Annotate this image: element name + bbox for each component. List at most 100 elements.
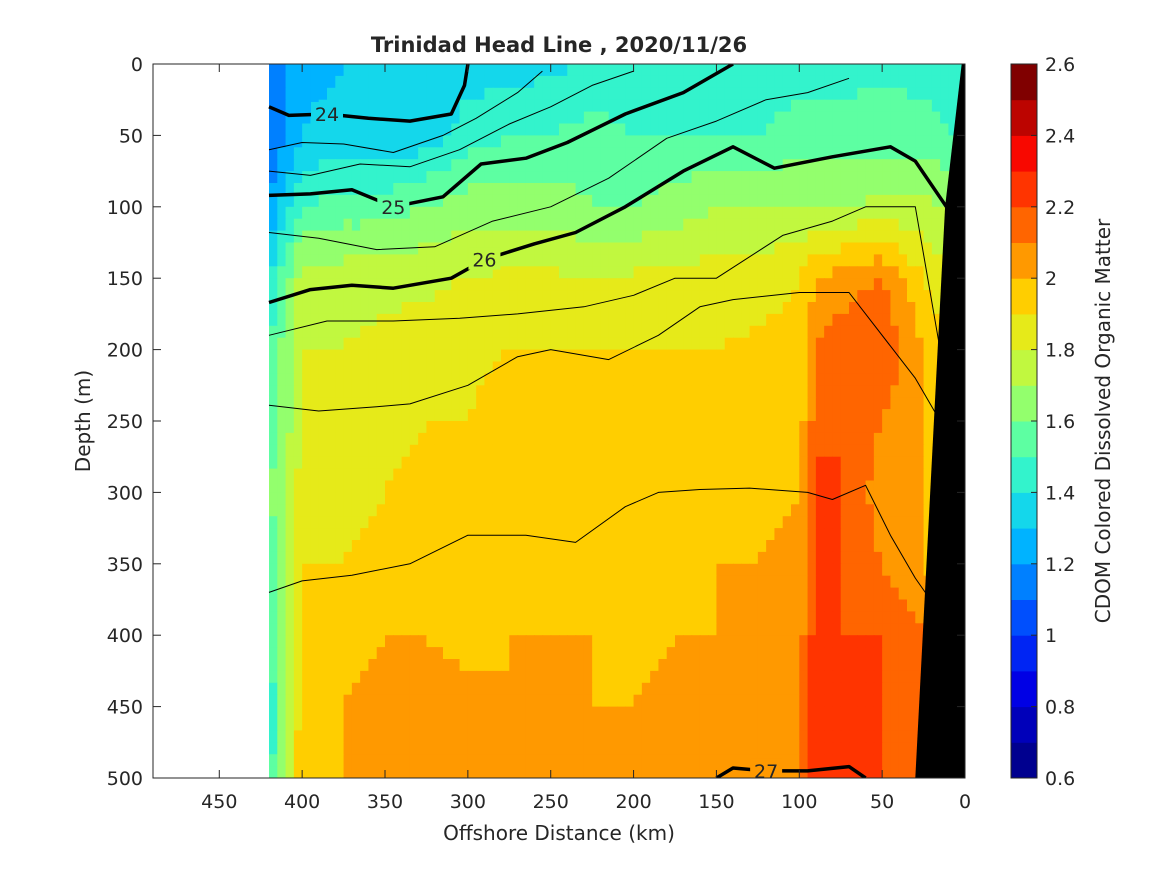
- cdom-cell: [501, 385, 510, 398]
- cdom-cell: [741, 682, 751, 696]
- cdom-cell: [501, 480, 510, 493]
- cdom-cell: [617, 230, 626, 244]
- cdom-cell: [327, 480, 336, 493]
- cdom-cell: [327, 742, 336, 755]
- cdom-cell: [343, 599, 353, 612]
- cdom-cell: [575, 742, 585, 755]
- cdom-cell: [824, 528, 834, 541]
- cdom-cell: [559, 444, 568, 458]
- cdom-cell: [385, 670, 394, 684]
- cdom-cell: [434, 171, 444, 184]
- cdom-cell: [451, 373, 461, 386]
- cdom-cell: [277, 194, 287, 208]
- cdom-cell: [675, 337, 684, 351]
- cdom-cell: [882, 575, 892, 589]
- cdom-cell: [343, 373, 353, 386]
- cdom-cell: [534, 290, 544, 303]
- cdom-cell: [683, 599, 693, 612]
- cdom-cell: [376, 313, 386, 327]
- cdom-cell: [467, 516, 477, 529]
- cdom-cell: [757, 230, 767, 244]
- cdom-cell: [302, 135, 312, 148]
- cdom-cell: [882, 254, 892, 267]
- cdom-cell: [617, 432, 626, 446]
- cdom-cell: [385, 302, 394, 315]
- cdom-cell: [351, 504, 361, 517]
- cdom-cell: [550, 528, 560, 541]
- cdom-cell: [641, 206, 651, 220]
- cdom-cell: [476, 290, 486, 303]
- cdom-cell: [625, 504, 635, 517]
- cdom-cell: [426, 409, 436, 422]
- cdom-cell: [459, 135, 469, 148]
- cdom-cell: [791, 230, 800, 244]
- cdom-cell: [882, 87, 892, 101]
- cdom-cell: [898, 302, 908, 315]
- cdom-cell: [724, 730, 734, 743]
- cdom-cell: [873, 694, 883, 708]
- cdom-cell: [567, 742, 577, 755]
- cdom-cell: [907, 290, 916, 303]
- cdom-cell: [882, 111, 892, 125]
- cdom-cell: [757, 718, 767, 731]
- cdom-cell: [517, 123, 527, 136]
- cdom-cell: [633, 444, 643, 458]
- cdom-cell: [293, 194, 303, 208]
- cdom-cell: [691, 444, 701, 458]
- cdom-cell: [277, 730, 287, 743]
- cdom-cell: [592, 230, 602, 244]
- cdom-cell: [467, 337, 477, 351]
- cdom-cell: [708, 421, 718, 434]
- cdom-cell: [915, 373, 925, 386]
- cdom-cell: [832, 647, 842, 660]
- cdom-cell: [948, 75, 958, 89]
- cdom-cell: [269, 254, 278, 267]
- cdom-cell: [583, 575, 593, 589]
- cdom-cell: [699, 575, 709, 589]
- cdom-cell: [782, 171, 792, 184]
- cdom-cell: [699, 480, 709, 493]
- cdom-cell: [269, 218, 278, 232]
- cdom-cell: [534, 528, 544, 541]
- cdom-cell: [774, 659, 784, 672]
- cdom-cell: [749, 599, 759, 612]
- cdom-cell: [849, 123, 858, 136]
- cdom-cell: [360, 551, 370, 565]
- cdom-cell: [882, 147, 892, 160]
- cdom-cell: [501, 623, 510, 636]
- cdom-cell: [708, 313, 718, 327]
- cdom-cell: [434, 456, 444, 470]
- cdom-cell: [426, 171, 436, 184]
- cdom-cell: [691, 742, 701, 755]
- cdom-cell: [426, 551, 436, 565]
- cdom-cell: [799, 575, 809, 589]
- cdom-cell: [600, 218, 610, 232]
- cdom-cell: [840, 432, 850, 446]
- cdom-cell: [658, 432, 668, 446]
- cdom-cell: [716, 456, 726, 470]
- cdom-cell: [476, 147, 486, 160]
- cdom-cell: [799, 325, 809, 339]
- cdom-cell: [368, 337, 378, 351]
- cdom-cell: [741, 599, 751, 612]
- cdom-cell: [633, 682, 643, 696]
- cdom-cell: [443, 266, 452, 279]
- cdom-cell: [898, 540, 908, 553]
- cdom-cell: [675, 694, 684, 708]
- cdom-cell: [401, 504, 411, 517]
- cdom-cell: [542, 599, 552, 612]
- cdom-cell: [443, 587, 452, 601]
- cdom-cell: [575, 206, 585, 220]
- cdom-cell: [525, 111, 535, 125]
- cdom-cell: [608, 421, 618, 434]
- cdom-cell: [401, 670, 411, 684]
- cdom-cell: [675, 432, 684, 446]
- cdom-cell: [269, 694, 278, 708]
- cdom-cell: [368, 754, 378, 767]
- cdom-cell: [335, 468, 345, 482]
- cdom-cell: [542, 206, 552, 220]
- cdom-cell: [409, 361, 419, 374]
- cdom-cell: [815, 551, 825, 565]
- cdom-cell: [608, 349, 618, 363]
- cdom-cell: [459, 540, 469, 553]
